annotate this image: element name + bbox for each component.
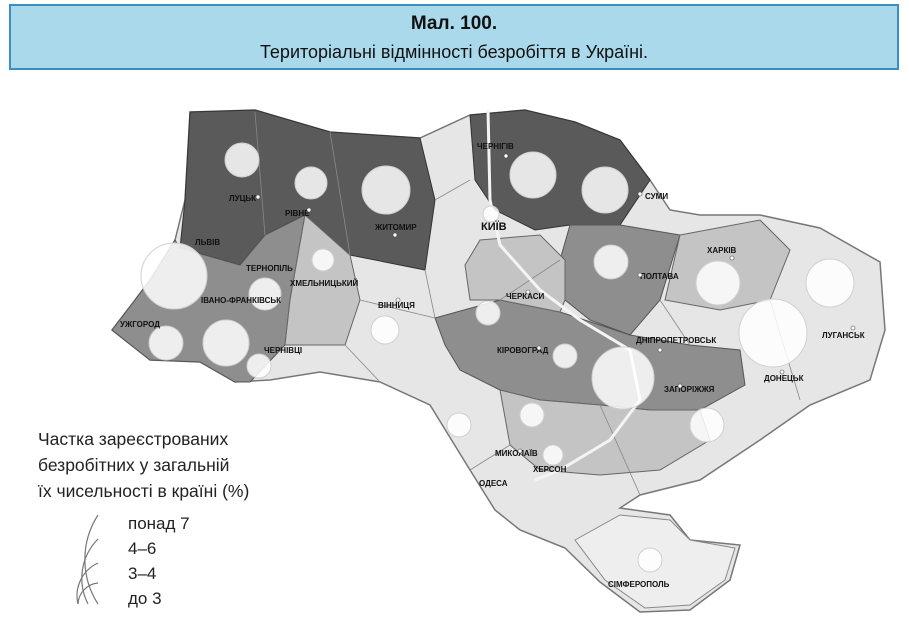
figure-title: Територіальні відмінності безробіття в У… — [259, 42, 649, 62]
unemployment-bubbles — [140, 142, 855, 573]
label-rivne: РІВНЕ — [285, 209, 310, 218]
label-uzhhorod: УЖГОРОД — [120, 320, 160, 329]
label-odesa: ОДЕСА — [479, 479, 508, 488]
city-labels: ЛУЦЬК РІВНЕ ЖИТОМИР ЧЕРНІГІВ СУМИ КИЇВ Л… — [120, 142, 865, 589]
label-kyiv: КИЇВ — [481, 220, 507, 233]
label-sumy: СУМИ — [645, 192, 668, 201]
label-vinnytsia: ВІННИЦЯ — [378, 301, 415, 310]
label-kharkiv: ХАРКІВ — [707, 246, 737, 255]
bubble-vinnytsia — [370, 315, 400, 345]
label-ivano-frankivsk: ІВАНО-ФРАНКІВСЬК — [201, 296, 281, 305]
label-dnipropetrovsk: ДНІПРОПЕТРОВСЬК — [636, 336, 716, 345]
bubble-cherkasy — [475, 300, 501, 326]
legend-title-line: безробітних у загальній — [38, 455, 230, 475]
legend-title-line: їх чисельності в країні (%) — [38, 481, 250, 501]
region-cherkasy — [464, 234, 566, 313]
bubble-kherson — [542, 444, 564, 466]
label-chernihiv: ЧЕРНІГІВ — [477, 142, 514, 151]
bubble-kirovohrad — [552, 343, 578, 369]
bubble-sumy — [581, 166, 629, 214]
bubble-luhansk — [805, 258, 855, 308]
label-khmelnytskyi: ХМЕЛЬНИЦЬКИЙ — [290, 279, 358, 288]
bubble-zaporizhzhia — [689, 407, 725, 443]
label-donetsk: ДОНЕЦЬК — [764, 374, 804, 383]
dnieper-river — [486, 109, 642, 482]
figure-header: Мал. 100. Територіальні відмінності безр… — [9, 4, 899, 70]
label-luhansk: ЛУГАНСЬК — [822, 331, 865, 340]
bubble-lviv — [140, 242, 208, 310]
bubble-crimea — [637, 547, 663, 573]
label-simferopol: СІМФЕРОПОЛЬ — [608, 580, 670, 589]
bubble-ternopil — [248, 277, 282, 311]
label-cherkasy: ЧЕРКАСИ — [506, 292, 545, 301]
label-mykolaiv: МИКОЛАЇВ — [495, 449, 538, 458]
bubble-donetsk — [738, 298, 808, 368]
label-chernivtsi: ЧЕРНІВЦІ — [264, 346, 302, 355]
bubble-chernivtsi — [246, 353, 272, 379]
bubble-dnipropetrovsk — [591, 346, 655, 410]
legend-arcs — [76, 514, 99, 605]
label-zhytomyr: ЖИТОМИР — [374, 223, 417, 232]
bubble-mykolaiv — [519, 402, 545, 428]
label-zaporizhzhia: ЗАПОРІЖЖЯ — [664, 385, 715, 394]
legend-item-under-3: до 3 — [128, 589, 162, 608]
label-kirovohrad: КІРОВОГРАД — [497, 346, 549, 355]
label-poltava: ПОЛТАВА — [640, 272, 679, 281]
label-kherson: ХЕРСОН — [533, 465, 567, 474]
bubble-rivne — [294, 166, 328, 200]
bubble-khmelnytskyi — [311, 248, 335, 272]
bubble-kyiv — [482, 205, 500, 223]
bubble-chernihiv — [509, 151, 557, 199]
legend-title-line: Частка зареєстрованих — [38, 429, 229, 449]
figure-number: Мал. 100. — [410, 13, 498, 34]
legend-item-4-6: 4–6 — [128, 539, 157, 558]
legend-title: Частка зареєстрованих безробітних у зага… — [38, 426, 368, 504]
label-lviv: ЛЬВІВ — [195, 238, 220, 247]
legend-item-3-4: 3–4 — [128, 564, 157, 583]
legend-item-over-7: понад 7 — [128, 514, 190, 533]
bubble-ivano-frankivsk — [202, 319, 250, 367]
bubble-odesa — [446, 412, 472, 438]
bubble-kharkiv — [695, 260, 741, 306]
city-dots — [255, 153, 856, 454]
bubble-uzhhorod — [148, 325, 184, 361]
bubble-lutsk — [224, 142, 260, 178]
label-ternopil: ТЕРНОПІЛЬ — [246, 264, 293, 273]
bubble-zhytomyr — [361, 165, 411, 215]
label-lutsk: ЛУЦЬК — [229, 194, 256, 203]
bubble-poltava — [593, 244, 629, 280]
